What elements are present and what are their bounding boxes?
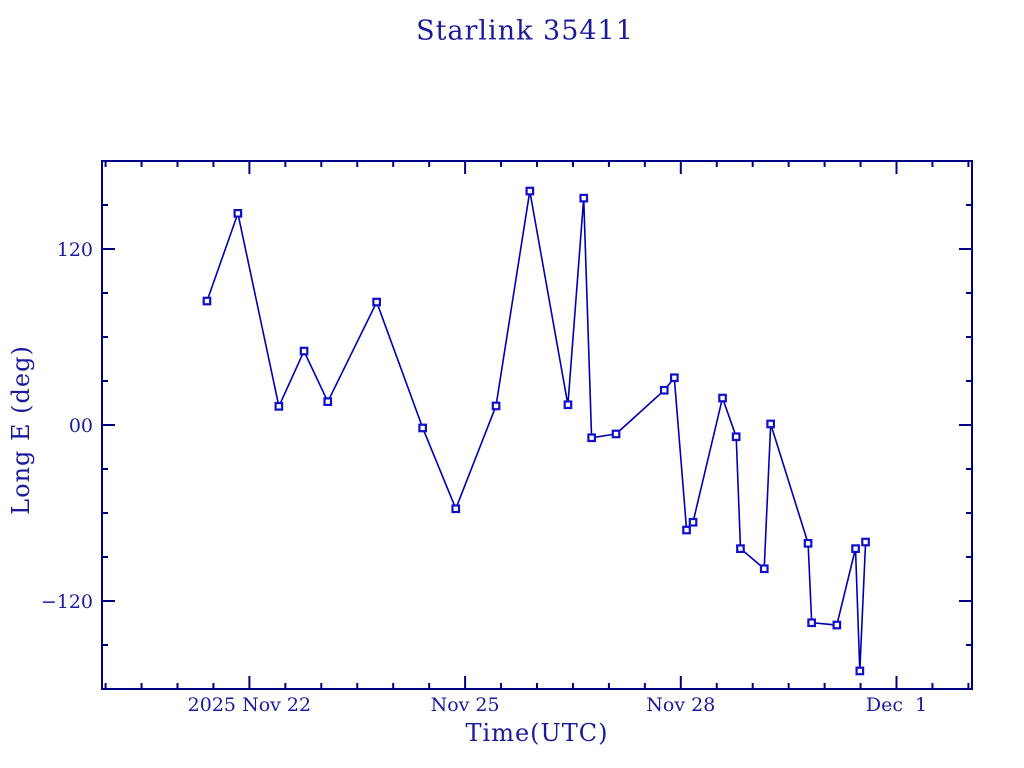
x-tick-label: Nov 25 [431, 694, 500, 716]
data-marker [233, 209, 243, 218]
x-tick-label: 2025 Nov 22 [188, 694, 311, 716]
data-marker [579, 193, 589, 203]
y-tick-label: 00 [69, 415, 93, 437]
data-marker [451, 504, 461, 514]
data-marker [807, 618, 817, 628]
data-marker [861, 537, 870, 547]
data-marker [372, 297, 381, 307]
data-marker [803, 538, 813, 548]
data-marker [563, 400, 573, 410]
x-axis-label: Time(UTC) [465, 719, 609, 747]
data-marker [299, 346, 309, 356]
data-marker [323, 397, 333, 406]
data-marker [418, 423, 427, 433]
data-marker [851, 544, 860, 554]
data-marker [525, 186, 535, 196]
x-tick-label: Dec 1 [866, 694, 927, 716]
x-tick-label: Nov 28 [646, 694, 715, 716]
data-marker [731, 432, 741, 442]
data-line [206, 190, 867, 672]
data-marker [202, 296, 212, 306]
data-marker [491, 401, 501, 411]
y-tick-label: 120 [57, 239, 93, 261]
data-marker [669, 373, 679, 383]
plot-border [101, 160, 973, 690]
data-marker [274, 402, 284, 411]
data-marker [718, 393, 727, 403]
data-marker [759, 564, 769, 574]
data-marker [659, 385, 669, 395]
data-marker [688, 517, 698, 527]
data-marker [855, 666, 865, 676]
data-marker [736, 544, 745, 554]
data-marker [766, 419, 776, 429]
data-marker [832, 620, 842, 630]
chart-title: Starlink 35411 [416, 15, 634, 47]
data-marker [682, 525, 691, 535]
y-axis-label: Long E (deg) [7, 345, 35, 515]
data-marker [611, 429, 621, 439]
data-marker [587, 433, 597, 443]
y-tick-label: −120 [41, 591, 93, 613]
